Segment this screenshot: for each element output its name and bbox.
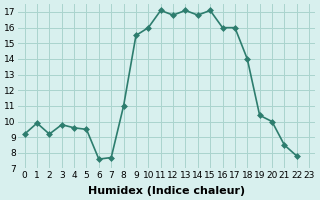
X-axis label: Humidex (Indice chaleur): Humidex (Indice chaleur) (88, 186, 245, 196)
